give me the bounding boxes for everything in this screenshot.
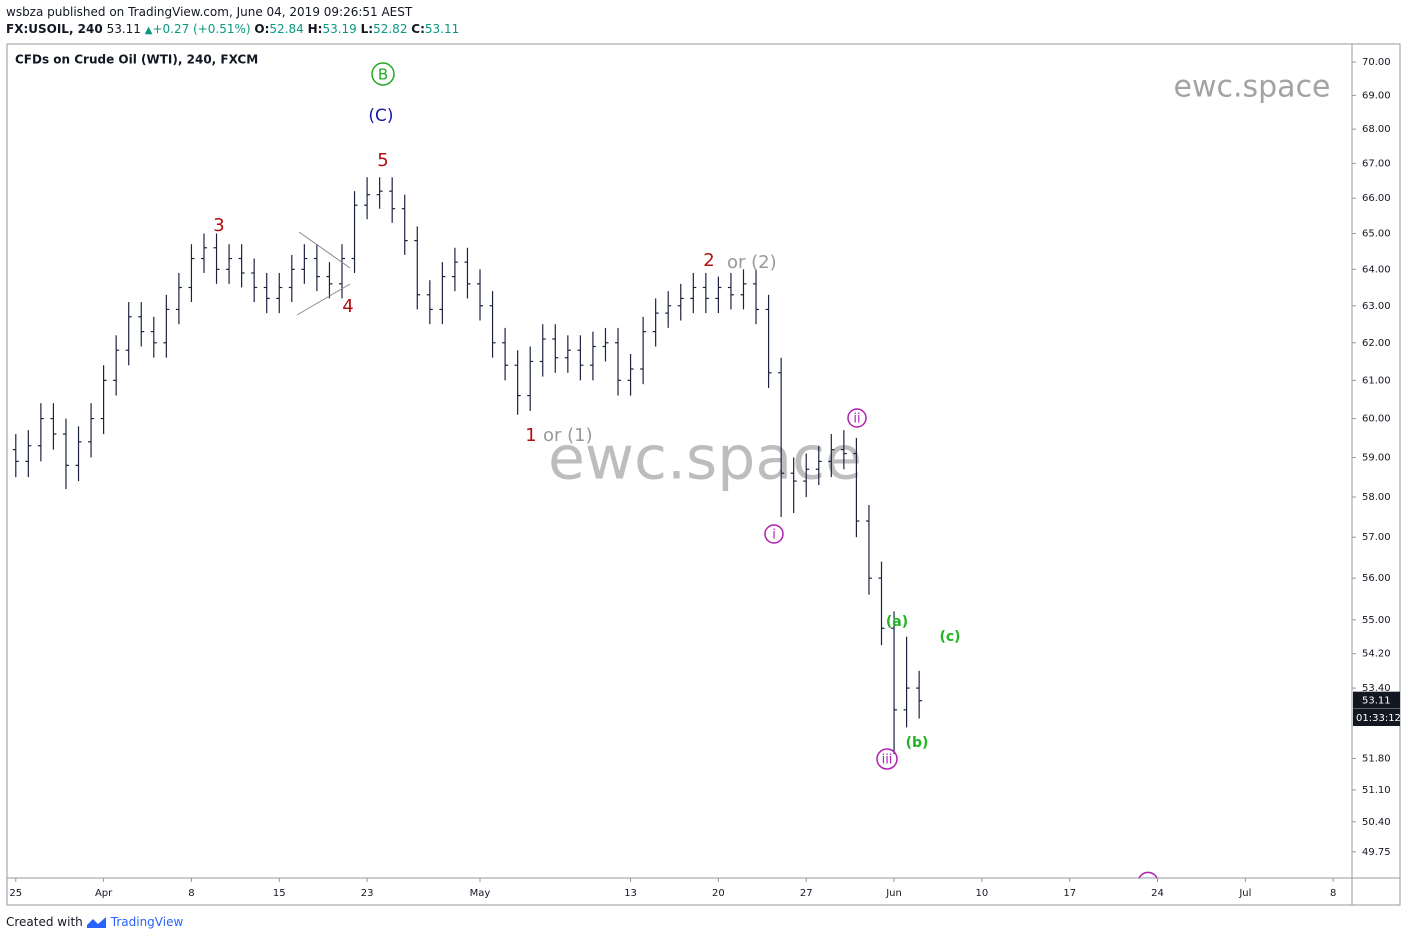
last: 53.11: [106, 22, 141, 36]
wave-label: iii: [882, 753, 893, 768]
header: wsbza published on TradingView.com, June…: [6, 4, 459, 39]
wave-circle: [847, 408, 867, 428]
x-tick-label: 8: [188, 888, 194, 899]
y-tick-label: 54.20: [1362, 649, 1391, 660]
y-tick-label: 67.00: [1362, 158, 1391, 169]
wave-label: 5: [377, 150, 388, 171]
y-tick-label: 68.00: [1362, 124, 1391, 135]
y-tick-label: 70.00: [1362, 57, 1391, 68]
wave-label: (C): [368, 106, 393, 126]
countdown-tag: [1353, 709, 1400, 726]
wave-circle-partial: [1138, 871, 1158, 879]
y-tick-label: 65.00: [1362, 228, 1391, 239]
countdown: 01:33:12: [1356, 713, 1401, 724]
wave-label: or (1): [543, 425, 593, 446]
footer: Created with TradingView: [6, 915, 183, 929]
l: 52.82: [373, 22, 408, 36]
wave-label: (a): [886, 614, 908, 630]
triangle-line: [298, 231, 351, 269]
wave-label: B: [378, 66, 388, 84]
price-tag: [1353, 691, 1400, 709]
wave-circle: [764, 524, 784, 544]
chart: CFDs on Crude Oil (WTI), 240, FXCM ewc.s…: [6, 43, 1401, 906]
wave-label: 3: [213, 215, 224, 236]
wave-label: 2: [703, 250, 714, 271]
wave-label: i: [772, 528, 776, 543]
y-tick-label: 56.00: [1362, 573, 1391, 584]
y-tick-label: 60.00: [1362, 414, 1391, 425]
x-tick-label: May: [470, 888, 491, 899]
y-tick-label: 61.00: [1362, 375, 1391, 386]
y-tick-label: 53.40: [1362, 683, 1391, 694]
x-tick-label: 24: [1151, 888, 1164, 899]
x-tick-label: 23: [361, 888, 374, 899]
wave-label: or (2): [727, 252, 777, 273]
watermark: ewc.space: [1173, 70, 1330, 105]
c-label: C:: [411, 22, 425, 36]
y-tick-label: 59.00: [1362, 452, 1391, 463]
y-tick-label: 51.80: [1362, 753, 1391, 764]
x-tick-label: 20: [712, 888, 725, 899]
x-tick-label: 15: [273, 888, 286, 899]
chart-title: CFDs on Crude Oil (WTI), 240, FXCM: [15, 53, 258, 67]
watermark: ewc.space: [548, 424, 862, 494]
x-tick-label: 10: [976, 888, 989, 899]
y-tick-label: 58.00: [1362, 492, 1391, 503]
wave-label: (b): [906, 735, 929, 751]
x-tick-label: 8: [1330, 888, 1336, 899]
x-tick-label: 13: [624, 888, 637, 899]
x-tick-label: 25: [9, 888, 22, 899]
triangle-line: [296, 283, 351, 316]
y-tick-label: 66.00: [1362, 193, 1391, 204]
quote-line: FX:USOIL, 240 53.11 ▲+0.27 (+0.51%) O:52…: [6, 21, 459, 39]
x-tick-label: Apr: [95, 888, 113, 899]
wave-label: ii: [853, 412, 860, 427]
x-tick-label: Jul: [1238, 888, 1251, 899]
h: 53.19: [322, 22, 357, 36]
x-tick-label: Jun: [885, 888, 902, 899]
wave-circle: [876, 748, 898, 770]
y-tick-label: 51.10: [1362, 785, 1391, 796]
x-tick-label: 17: [1063, 888, 1076, 899]
y-tick-label: 63.00: [1362, 301, 1391, 312]
change: +0.27 (+0.51%): [152, 22, 251, 36]
l-label: L:: [360, 22, 374, 36]
symbol: FX:USOIL, 240: [6, 22, 103, 36]
x-tick-label: 27: [800, 888, 813, 899]
wave-label: 1: [525, 425, 536, 446]
y-tick-label: 64.00: [1362, 264, 1391, 275]
wave-label: 4: [342, 296, 353, 317]
wave-label: (c): [939, 629, 960, 645]
y-tick-label: 50.40: [1362, 817, 1391, 828]
frame: [6, 43, 1401, 906]
o-label: O:: [254, 22, 270, 36]
price-tag-label: 53.11: [1362, 696, 1391, 707]
h-label: H:: [307, 22, 323, 36]
publisher: wsbza published on TradingView.com, June…: [6, 5, 413, 19]
brand: TradingView: [110, 915, 184, 929]
logo: [86, 917, 106, 928]
bars: [12, 177, 923, 754]
y-tick-label: 69.00: [1362, 90, 1391, 101]
y-tick-label: 55.00: [1362, 615, 1391, 626]
c: 53.11: [424, 22, 460, 36]
y-tick-label: 57.00: [1362, 532, 1391, 543]
up-arrow: ▲: [144, 25, 153, 36]
o: 52.84: [269, 22, 304, 36]
y-tick-label: 62.00: [1362, 338, 1391, 349]
created-with: Created with: [6, 915, 83, 929]
y-tick-label: 49.75: [1362, 847, 1391, 858]
wave-circle: [371, 62, 395, 86]
